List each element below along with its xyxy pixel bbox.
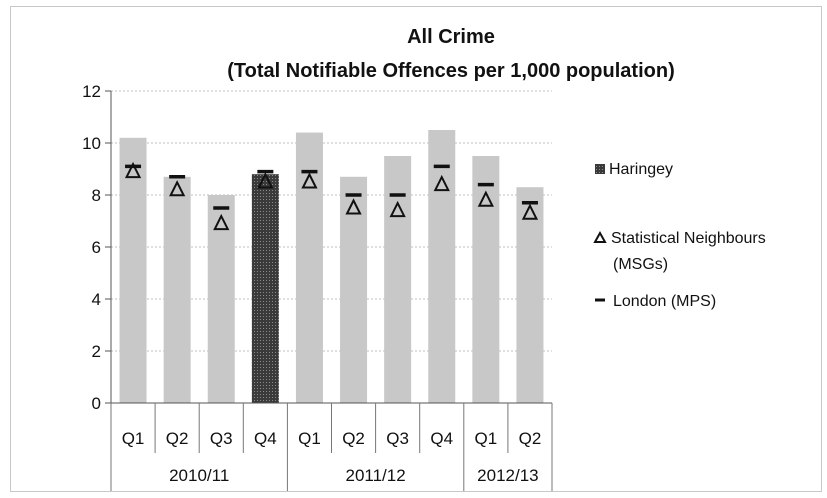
x-tick-label: Q2 <box>342 429 365 448</box>
legend-swatch-triangle <box>595 233 605 242</box>
chart-svg: All Crime (Total Notifiable Offences per… <box>11 7 823 493</box>
bar <box>428 130 455 403</box>
y-tick-label: 6 <box>92 238 101 257</box>
x-tick-label: Q1 <box>475 429 498 448</box>
x-tick-label: Q3 <box>386 429 409 448</box>
x-tick-label: Q4 <box>254 429 277 448</box>
bar <box>340 177 367 403</box>
y-tick-label: 10 <box>82 134 101 153</box>
x-tick-label: Q1 <box>122 429 145 448</box>
bar-highlighted <box>252 174 279 403</box>
chart-subtitle: (Total Notifiable Offences per 1,000 pop… <box>227 60 674 82</box>
x-tick-label: Q2 <box>166 429 189 448</box>
bar <box>164 177 191 403</box>
group-label: 2011/12 <box>345 466 405 485</box>
bars <box>120 130 544 403</box>
chart-frame: All Crime (Total Notifiable Offences per… <box>10 6 822 492</box>
legend-label: (MSGs) <box>613 256 668 273</box>
y-tick-label: 4 <box>92 290 101 309</box>
y-tick-label: 8 <box>92 186 101 205</box>
x-tick-label: Q2 <box>519 429 542 448</box>
group-label: 2012/13 <box>477 466 538 485</box>
bar <box>384 156 411 403</box>
legend: Haringey Statistical Neighbours (MSGs) Lond… <box>595 161 766 310</box>
y-tick-label: 0 <box>92 394 101 413</box>
x-tick-label: Q1 <box>298 429 321 448</box>
legend-swatch-bar <box>595 164 605 174</box>
y-tick-label: 2 <box>92 342 101 361</box>
x-tick-label: Q4 <box>430 429 453 448</box>
group-label: 2010/11 <box>169 466 229 485</box>
bar <box>208 195 235 403</box>
legend-label: London (MPS) <box>613 293 716 310</box>
y-tick-label: 12 <box>82 82 101 101</box>
chart-title: All Crime <box>407 26 495 48</box>
legend-label: Statistical Neighbours <box>611 230 766 247</box>
legend-label: Haringey <box>609 161 673 178</box>
x-tick-label: Q3 <box>210 429 233 448</box>
